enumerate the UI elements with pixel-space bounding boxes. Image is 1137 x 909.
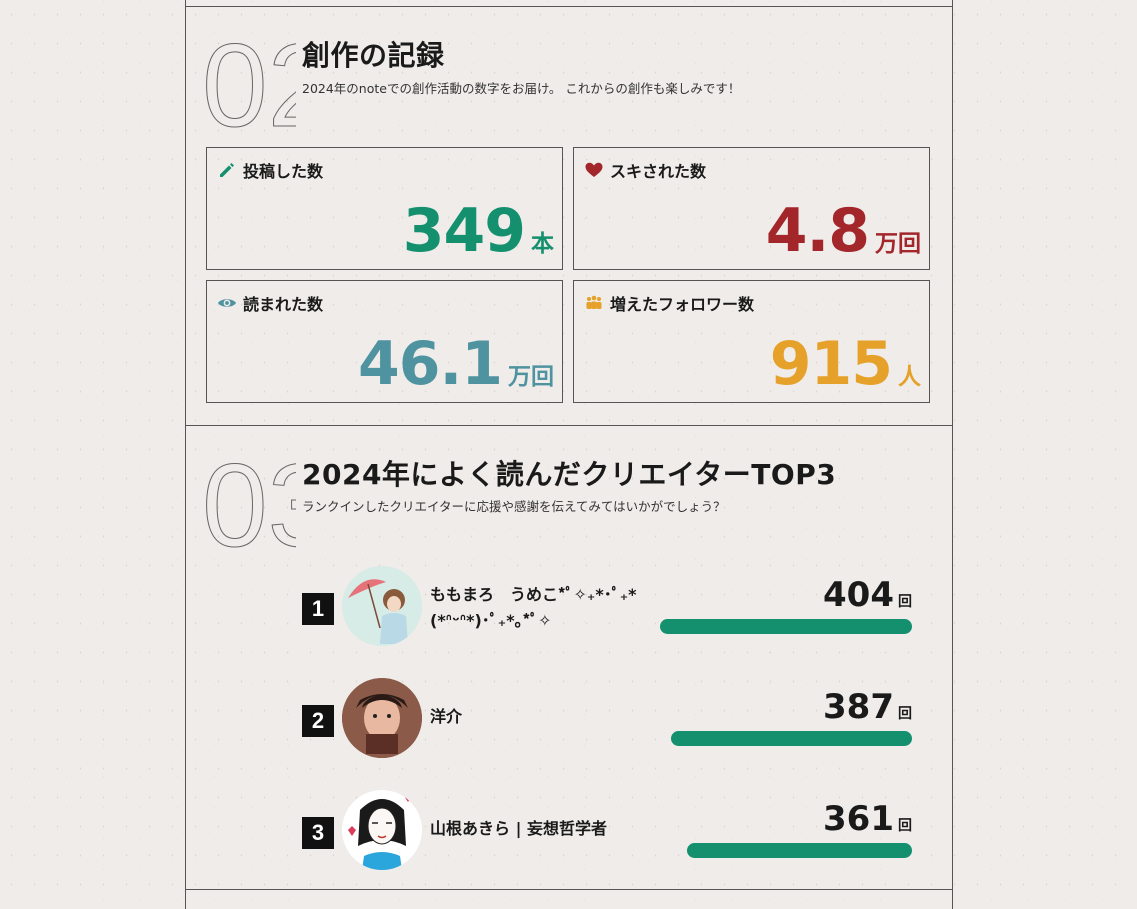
creator-row[interactable]: 2 洋介 387 回 (302, 678, 932, 760)
stat-label: スキされた数 (610, 162, 707, 181)
count-unit: 回 (898, 594, 912, 610)
section-number-03: 03 (206, 450, 296, 550)
stat-card-followers: 増えたフォロワー数 915 人 (573, 280, 930, 403)
creator-name[interactable]: 洋介 (430, 707, 463, 726)
count-unit: 回 (898, 818, 912, 834)
content-column: 02 創作の記録 2024年のnoteでの創作活動の数字をお届け。 これからの創… (185, 0, 953, 909)
avatar[interactable] (342, 566, 422, 646)
stat-unit: 人 (898, 364, 921, 390)
creator-name[interactable]: 山根あきら | 妄想哲学者 (430, 819, 607, 838)
stat-value: 4.8 (765, 196, 870, 266)
people-icon (586, 295, 602, 309)
section-title: 2024年によく読んだクリエイターTOP3 (302, 458, 837, 491)
rank-badge: 3 (302, 817, 334, 849)
rank-badge: 1 (302, 593, 334, 625)
avatar[interactable] (342, 790, 422, 870)
read-count-bar (660, 619, 912, 634)
divider (186, 889, 952, 890)
section-title: 創作の記録 (302, 39, 445, 72)
divider (186, 6, 952, 7)
read-count: 404 (823, 575, 894, 615)
stat-unit: 本 (531, 231, 554, 257)
section-number-02: 02 (206, 30, 296, 130)
section-subtitle: ランクインしたクリエイターに応援や感謝を伝えてみてはいかがでしょう？ (302, 499, 726, 514)
stat-label: 投稿した数 (243, 162, 324, 181)
avatar[interactable] (342, 678, 422, 758)
stat-unit: 万回 (508, 364, 554, 390)
svg-text:03: 03 (206, 450, 296, 550)
stat-value: 915 (769, 329, 893, 399)
stat-label: 増えたフォロワー数 (610, 295, 755, 314)
eye-icon (218, 299, 236, 307)
stat-unit: 万回 (875, 231, 921, 257)
svg-text:02: 02 (206, 30, 296, 130)
stat-value: 349 (402, 196, 526, 266)
heart-icon (585, 162, 603, 177)
pencil-icon (220, 163, 234, 177)
creator-row[interactable]: 1 ももまろ うめこ*ﾟ✧₊*･ﾟ₊*(*ᐢᵕᐢ*)･ﾟ₊*｡*ﾟ✧ 404 回 (302, 566, 932, 648)
rank-badge: 2 (302, 705, 334, 737)
section-subtitle: 2024年のnoteでの創作活動の数字をお届け。 これからの創作も楽しみです！ (302, 81, 741, 96)
read-count: 387 (823, 687, 894, 727)
read-count: 361 (823, 799, 894, 839)
divider (186, 425, 952, 426)
read-count-bar (687, 843, 912, 858)
stat-value: 46.1 (357, 329, 503, 399)
stat-card-posts: 投稿した数 349 本 (206, 147, 563, 270)
stat-card-reads: 読まれた数 46.1 万回 (206, 280, 563, 403)
read-count-bar (671, 731, 912, 746)
creator-row[interactable]: 3 山根あきら | 妄想哲学者 361 回 (302, 790, 932, 872)
stat-label: 読まれた数 (243, 295, 324, 314)
count-unit: 回 (898, 706, 912, 722)
stat-card-likes: スキされた数 4.8 万回 (573, 147, 930, 270)
creator-name[interactable]: ももまろ うめこ*ﾟ✧₊*･ﾟ₊*(*ᐢᵕᐢ*)･ﾟ₊*｡*ﾟ✧ (430, 585, 637, 630)
